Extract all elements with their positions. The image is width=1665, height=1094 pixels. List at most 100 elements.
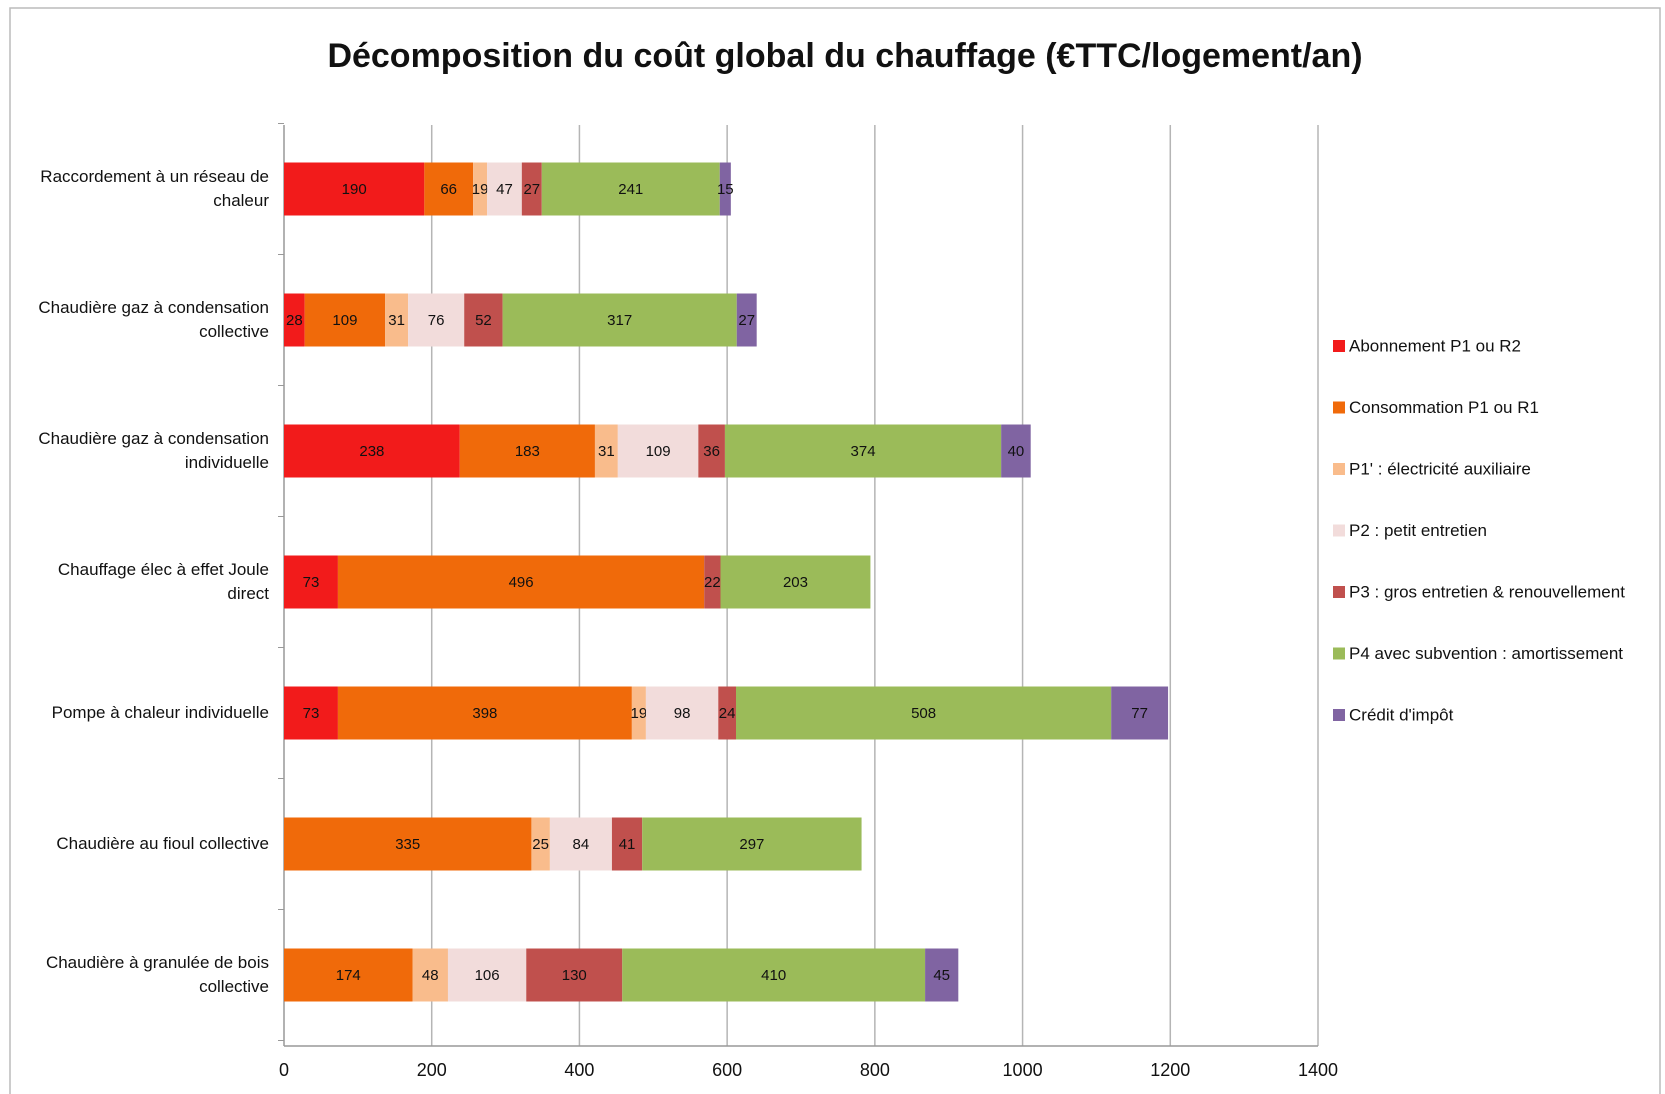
data-label: 241	[618, 181, 643, 198]
data-label: 73	[303, 705, 320, 722]
data-label: 48	[422, 967, 439, 984]
data-label: 47	[496, 181, 513, 198]
data-label: 31	[388, 312, 405, 329]
bar-segment	[408, 293, 465, 347]
data-label: 398	[472, 705, 497, 722]
bar-segment	[698, 424, 725, 478]
y-tick-label: Raccordement à un réseau de chaleur	[40, 167, 269, 210]
data-label: 76	[428, 312, 445, 329]
data-label: 22	[704, 574, 721, 591]
legend-label: P2 : petit entretien	[1349, 521, 1487, 540]
bar-segment	[284, 162, 425, 216]
bar-segment	[284, 817, 532, 871]
y-tick-label: Chaudière à granulée de bois collective	[45, 953, 269, 996]
bar-segment	[531, 817, 550, 871]
data-label: 238	[359, 443, 384, 460]
bar-segment	[642, 817, 862, 871]
legend-label: Abonnement P1 ou R2	[1349, 336, 1521, 355]
x-tick-label: 1000	[1003, 1060, 1043, 1080]
data-label: 183	[515, 443, 540, 460]
bar-segment	[645, 686, 719, 740]
legend-swatch	[1333, 340, 1345, 352]
data-label: 374	[851, 443, 876, 460]
bar-segment	[549, 817, 612, 871]
data-label: 317	[607, 312, 632, 329]
data-label: 508	[911, 705, 936, 722]
legend-label: Crédit d'impôt	[1349, 705, 1454, 724]
data-label: 41	[619, 836, 636, 853]
data-label: 174	[336, 967, 361, 984]
data-label: 19	[472, 181, 489, 198]
x-tick-label: 600	[712, 1060, 742, 1080]
x-tick-label: 1200	[1150, 1060, 1190, 1080]
data-label: 19	[631, 705, 648, 722]
data-label: 335	[395, 836, 420, 853]
data-label: 190	[342, 181, 367, 198]
data-label: 84	[573, 836, 590, 853]
legend-label: P1' : électricité auxiliaire	[1349, 459, 1531, 478]
bar-segment	[719, 162, 731, 216]
legend-swatch	[1333, 524, 1345, 537]
data-label: 66	[440, 181, 457, 198]
data-label: 203	[783, 574, 808, 591]
bar-segment	[736, 686, 1112, 740]
y-tick-label: Chauffage élec à effet Joule direct	[57, 560, 269, 603]
y-tick-label: Chaudière gaz à condensation individuell…	[38, 429, 269, 472]
data-label: 410	[761, 967, 786, 984]
bar-segment	[502, 293, 737, 347]
data-label: 52	[475, 312, 492, 329]
data-label: 31	[598, 443, 615, 460]
bar-segment	[720, 555, 871, 609]
data-label: 106	[475, 967, 500, 984]
data-label: 73	[303, 574, 320, 591]
bar-segment	[521, 162, 542, 216]
bar-segment	[622, 948, 926, 1002]
data-label: 297	[739, 836, 764, 853]
legend-swatch	[1333, 647, 1345, 660]
data-label: 98	[674, 705, 691, 722]
data-label: 109	[332, 312, 357, 329]
bar-segment	[284, 424, 460, 478]
data-label: 130	[562, 967, 587, 984]
data-label: 77	[1131, 705, 1148, 722]
bar-segment	[284, 948, 413, 1002]
x-tick-label: 400	[564, 1060, 594, 1080]
data-label: 24	[719, 705, 736, 722]
bar-segment	[337, 555, 705, 609]
legend-swatch	[1333, 401, 1345, 414]
bar-segment	[284, 686, 338, 740]
legend-swatch	[1333, 586, 1345, 598]
bar-segment	[736, 293, 757, 347]
bar-segment	[704, 555, 721, 609]
legend-label: Consommation P1 ou R1	[1349, 398, 1539, 417]
bar-segment	[925, 948, 959, 1002]
bar-segment	[464, 293, 503, 347]
data-label: 36	[703, 443, 720, 460]
bar-segment	[526, 948, 623, 1002]
legend-swatch	[1333, 463, 1345, 475]
y-tick-label: Pompe à chaleur individuelle	[51, 703, 269, 722]
bar-segment	[718, 686, 737, 740]
data-label: 25	[532, 836, 549, 853]
bar-segment	[1111, 686, 1169, 740]
data-label: 45	[933, 967, 950, 984]
chart-title: Décomposition du coût global du chauffag…	[327, 37, 1362, 75]
x-tick-label: 800	[860, 1060, 890, 1080]
legend-swatch	[1333, 709, 1345, 721]
bar-segment	[385, 293, 409, 347]
legend-label: P4 avec subvention : amortissement	[1349, 644, 1623, 663]
bar-segment	[337, 686, 632, 740]
chart-border	[9, 7, 1661, 1094]
bar-segment	[304, 293, 386, 347]
bar-segment	[487, 162, 522, 216]
x-tick-label: 1400	[1298, 1060, 1338, 1080]
data-label: 28	[286, 312, 303, 329]
bar-segment	[724, 424, 1002, 478]
data-label: 27	[738, 312, 755, 329]
bar-segment	[611, 817, 643, 871]
y-tick-label: Chaudière gaz à condensation collective	[38, 298, 269, 341]
bar-segment	[541, 162, 720, 216]
x-tick-label: 0	[279, 1060, 289, 1080]
bar-segment	[284, 555, 338, 609]
